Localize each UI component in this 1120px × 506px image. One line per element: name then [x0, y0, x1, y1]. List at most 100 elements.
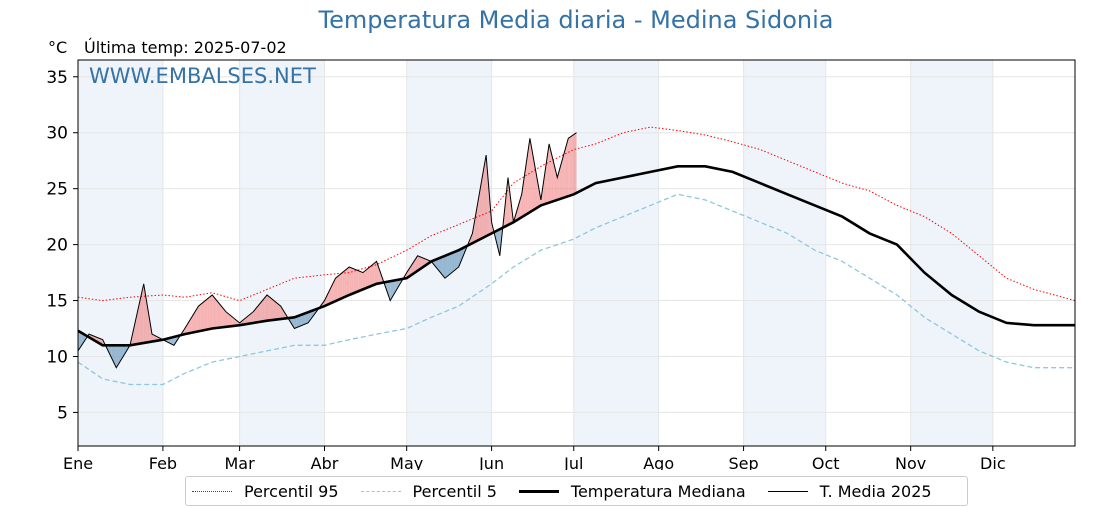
anomaly-above-fill — [269, 296, 272, 321]
legend: Percentil 95 Percentil 5 Temperatura Med… — [185, 476, 968, 506]
anomaly-above-fill — [412, 261, 414, 275]
anomaly-above-fill — [353, 268, 357, 294]
anomaly-above-fill — [331, 281, 334, 303]
x-tick-label: Ene — [63, 454, 93, 470]
x-tick-label: Oct — [812, 454, 840, 470]
legend-swatch-p5 — [360, 490, 401, 492]
anomaly-above-fill — [508, 177, 509, 226]
anomaly-above-fill — [508, 184, 510, 225]
anomaly-above-fill — [273, 300, 277, 320]
y-tick-label: 15 — [46, 292, 68, 312]
anomaly-above-fill — [324, 296, 327, 307]
anomaly-above-fill — [221, 306, 224, 328]
anomaly-above-fill — [344, 268, 347, 298]
anomaly-above-fill — [555, 171, 558, 201]
anomaly-above-fill — [554, 166, 556, 201]
anomaly-above-fill — [228, 313, 231, 327]
anomaly-below-fill — [461, 247, 464, 262]
anomaly-above-fill — [346, 266, 350, 296]
legend-swatch-p95 — [192, 490, 232, 492]
anomaly-below-fill — [385, 281, 388, 295]
x-tick-label: Jun — [478, 454, 504, 470]
month-band — [743, 60, 826, 446]
anomaly-above-fill — [136, 304, 140, 345]
anomaly-above-fill — [253, 308, 256, 323]
anomaly-above-fill — [264, 294, 267, 322]
anomaly-above-fill — [419, 256, 423, 270]
anomaly-below-fill — [114, 345, 117, 368]
anomaly-above-fill — [149, 317, 151, 343]
anomaly-above-fill — [547, 143, 550, 204]
anomaly-below-fill — [454, 251, 457, 271]
anomaly-below-fill — [301, 313, 304, 326]
y-tick-label: 35 — [46, 68, 68, 88]
y-tick-label: 25 — [46, 180, 68, 200]
legend-label-p95: Percentil 95 — [244, 481, 339, 501]
anomaly-above-fill — [143, 283, 146, 343]
anomaly-above-fill — [525, 156, 528, 215]
anomaly-above-fill — [537, 179, 540, 208]
anomaly-above-fill — [246, 315, 249, 325]
anomaly-above-fill — [214, 297, 217, 329]
anomaly-above-fill — [527, 147, 529, 214]
anomaly-above-fill — [223, 308, 226, 328]
anomaly-above-fill — [335, 276, 338, 302]
x-tick-label: Abr — [311, 454, 339, 470]
anomaly-above-fill — [255, 306, 258, 323]
anomaly-above-fill — [209, 294, 213, 329]
anomaly-below-fill — [109, 345, 112, 359]
anomaly-above-fill — [505, 190, 507, 227]
anomaly-above-fill — [262, 297, 265, 322]
y-tick-label: 20 — [46, 236, 68, 256]
anomaly-above-fill — [151, 334, 154, 342]
anomaly-below-fill — [447, 253, 450, 277]
legend-label-p5: Percentil 5 — [412, 481, 497, 501]
anomaly-above-fill — [342, 270, 345, 299]
anomaly-above-fill — [568, 137, 570, 197]
anomaly-above-fill — [550, 149, 552, 203]
anomaly-above-fill — [529, 138, 532, 213]
month-band — [78, 60, 163, 446]
anomaly-above-fill — [141, 283, 144, 344]
anomaly-below-fill — [172, 336, 174, 346]
anomaly-above-fill — [524, 166, 526, 216]
anomaly-above-fill — [216, 300, 220, 328]
y-tick-label: 5 — [57, 403, 68, 423]
anomaly-above-fill — [479, 181, 482, 240]
plot-frame — [77, 59, 1076, 447]
anomaly-above-fill — [360, 271, 363, 291]
watermark: WWW.EMBALSES.NET — [89, 64, 316, 88]
anomaly-below-fill — [294, 316, 297, 329]
legend-label-median: Temperatura Mediana — [570, 481, 746, 501]
anomaly-below-fill — [298, 314, 302, 327]
anomaly-below-fill — [116, 345, 119, 368]
x-tick-label: Mar — [225, 454, 256, 470]
anomaly-above-fill — [371, 263, 375, 286]
anomaly-below-fill — [310, 310, 314, 320]
anomaly-above-fill — [417, 255, 420, 271]
anomaly-below-fill — [123, 345, 126, 357]
anomaly-above-fill — [337, 274, 341, 301]
anomaly-below-fill — [305, 312, 309, 324]
anomaly-above-fill — [520, 194, 522, 219]
anomaly-above-fill — [528, 138, 530, 214]
anomaly-above-fill — [134, 314, 137, 345]
legend-item-p95: Percentil 95 — [192, 482, 339, 501]
anomaly-above-fill — [562, 151, 565, 198]
y-unit-label: °C — [48, 38, 68, 57]
anomaly-above-fill — [271, 298, 274, 321]
anomaly-above-fill — [349, 266, 352, 295]
anomaly-above-fill — [571, 135, 573, 196]
anomaly-above-fill — [219, 303, 222, 328]
anomaly-above-fill — [542, 181, 544, 205]
x-tick-label: Feb — [149, 454, 177, 470]
y-tick-label: 30 — [46, 124, 68, 144]
y-tick-label: 10 — [46, 347, 68, 367]
anomaly-above-fill — [367, 266, 370, 288]
anomaly-above-fill — [340, 272, 343, 300]
anomaly-above-fill — [559, 164, 561, 200]
anomaly-above-fill — [374, 261, 377, 285]
x-tick-label: May — [390, 454, 423, 470]
chart-title: Temperatura Media diaria - Medina Sidoni… — [318, 6, 834, 34]
anomaly-above-fill — [146, 300, 148, 343]
